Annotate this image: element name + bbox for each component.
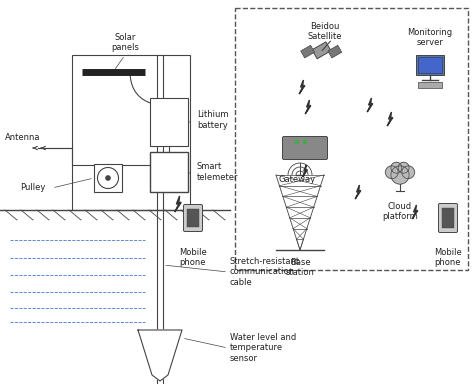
Polygon shape [412,205,418,219]
Bar [301,45,315,58]
Polygon shape [175,196,181,212]
Bar [150,98,188,146]
Circle shape [295,141,299,144]
Circle shape [398,162,409,173]
Bar [187,209,199,227]
Polygon shape [367,98,373,112]
Text: Mobile
phone: Mobile phone [434,248,462,267]
Bar [328,45,342,58]
Circle shape [391,162,402,173]
Text: Beidou
Satellite: Beidou Satellite [308,22,342,41]
Bar [72,55,190,210]
Text: Monitoring
server: Monitoring server [408,28,453,47]
Circle shape [106,176,110,180]
Circle shape [311,141,315,144]
Bar [235,8,468,270]
Bar [150,152,188,192]
Text: Smart
telemeter: Smart telemeter [197,162,238,182]
Text: Base
station: Base station [285,258,314,277]
Polygon shape [305,100,311,114]
Polygon shape [387,112,393,126]
Text: Stretch-resistant
communication
cable: Stretch-resistant communication cable [230,257,300,287]
FancyBboxPatch shape [183,205,202,232]
Text: Pulley: Pulley [20,184,46,192]
Text: Mobile
phone: Mobile phone [179,248,207,267]
Circle shape [391,166,409,184]
Bar [442,208,454,228]
Text: Solar
panels: Solar panels [111,33,139,52]
Text: Gateway: Gateway [278,175,316,184]
Text: Lithium
battery: Lithium battery [197,110,228,130]
Polygon shape [299,80,305,94]
Circle shape [303,141,307,144]
Bar [418,82,442,88]
Bar [416,55,444,75]
Text: Cloud
platform: Cloud platform [382,202,418,222]
Bar [418,57,442,73]
FancyBboxPatch shape [438,204,457,232]
Circle shape [402,166,415,179]
Text: Antenna: Antenna [5,133,40,142]
Polygon shape [138,330,182,381]
Polygon shape [302,165,308,177]
FancyBboxPatch shape [283,136,328,159]
Bar [94,164,122,192]
Circle shape [385,166,398,179]
Polygon shape [355,185,361,199]
Bar [312,42,331,59]
Text: Water level and
temperature
sensor: Water level and temperature sensor [230,333,296,363]
